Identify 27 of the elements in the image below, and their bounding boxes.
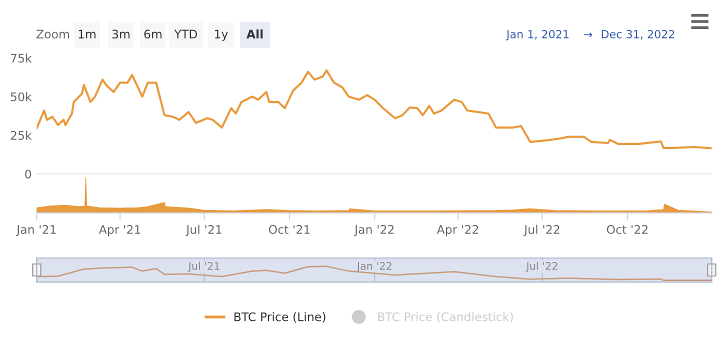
x-tick-label: Oct '22	[606, 225, 648, 234]
x-tick-label: Jul '21	[188, 262, 220, 272]
y-tick-label: 75k	[10, 53, 32, 63]
y-tick-label: 0	[25, 170, 32, 179]
text: Zoom	[36, 30, 70, 39]
text: 1y	[215, 30, 228, 41]
x-tick-label: Apr '22	[436, 225, 478, 236]
y-tick-label: 25k	[10, 130, 32, 140]
text: 6m	[144, 30, 162, 39]
x-tick-label: Jan '22	[356, 262, 392, 272]
legend-label: BTC Price (Line)	[234, 312, 326, 323]
line-series	[36, 69, 712, 150]
text: →	[584, 32, 592, 38]
x-tick-label: Jan '22	[354, 225, 394, 236]
text: All	[246, 29, 263, 38]
text: 1m	[78, 30, 96, 38]
x-tick-label: Oct '21	[268, 225, 310, 234]
x-tick-label: Jan '21	[16, 225, 56, 236]
text: Dec 31, 2022	[602, 30, 674, 40]
text: YTD	[174, 30, 198, 38]
text: Jan 1, 2021	[506, 30, 569, 40]
x-tick-label: Jul '22	[524, 224, 560, 236]
text: 3m	[112, 30, 130, 39]
x-tick-label: Jul '22	[526, 262, 558, 272]
x-tick-label: Jul '21	[186, 224, 222, 236]
y-tick-label: 50k	[10, 92, 32, 102]
x-tick-label: Apr '21	[98, 225, 140, 236]
